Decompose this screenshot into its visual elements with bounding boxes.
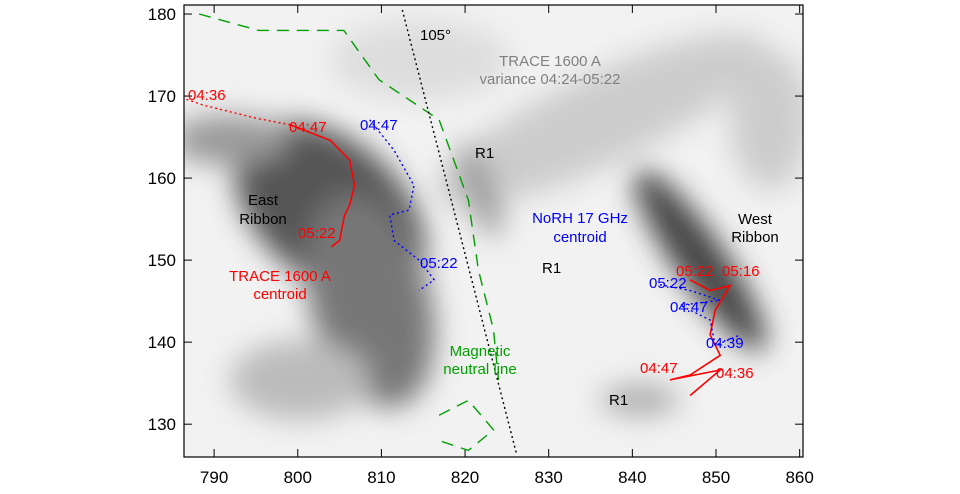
x-tick-label: 800 (284, 468, 312, 487)
y-tick-label: 180 (148, 5, 176, 24)
annotation: 105° (420, 27, 451, 44)
annotation: 04:47 (670, 299, 708, 316)
y-tick-label: 160 (148, 169, 176, 188)
annotation: West (738, 211, 773, 228)
annotation: TRACE 1600 A (229, 268, 331, 285)
y-tick-label: 130 (148, 415, 176, 434)
y-tick-label: 150 (148, 251, 176, 270)
annotation: 04:47 (640, 360, 678, 377)
y-tick-label: 170 (148, 87, 176, 106)
x-tick-label: 820 (451, 468, 479, 487)
series-line (289, 124, 356, 248)
background-image (184, 5, 803, 457)
annotation: R1 (542, 260, 561, 277)
annotation: 04:47 (360, 117, 398, 134)
annotation: variance 04:24-05:22 (480, 71, 621, 88)
annotation: 05:22 (649, 275, 687, 292)
x-tick-label: 790 (200, 468, 228, 487)
x-tick-label: 810 (367, 468, 395, 487)
plot-frame (183, 4, 804, 458)
x-tick-label: 840 (618, 468, 646, 487)
series-line (401, 9, 518, 456)
annotation: 05:22 (676, 263, 714, 280)
annotation: R1 (475, 145, 494, 162)
annotation: centroid (553, 229, 606, 246)
annotation: R1 (609, 392, 628, 409)
plot-layer: 790 800 810 820 830 840 850 860 130 140 150 160 170 1… (148, 5, 814, 487)
annotation: 04:47 (289, 119, 327, 136)
annotation: Ribbon (239, 211, 287, 228)
annotation: NoRH 17 GHz (532, 210, 628, 227)
annotation: Magnetic (450, 343, 511, 360)
annotation: 05:22 (298, 225, 336, 242)
series-line (198, 13, 500, 452)
y-tick-label: 140 (148, 333, 176, 352)
annotation: East (248, 192, 279, 209)
annotation: 04:36 (716, 365, 754, 382)
x-tick-label: 850 (702, 468, 730, 487)
x-tick-label: 830 (535, 468, 563, 487)
x-tick-label: 860 (785, 468, 813, 487)
annotation: neutral line (443, 361, 516, 378)
annotation: Ribbon (731, 229, 779, 246)
annotation: TRACE 1600 A (499, 53, 601, 70)
annotation: centroid (253, 286, 306, 303)
annotation: 05:16 (722, 263, 760, 280)
annotation: 04:39 (706, 335, 744, 352)
annotation: 05:22 (420, 255, 458, 272)
series-line (659, 284, 741, 347)
annotation: 04:36 (188, 87, 226, 104)
